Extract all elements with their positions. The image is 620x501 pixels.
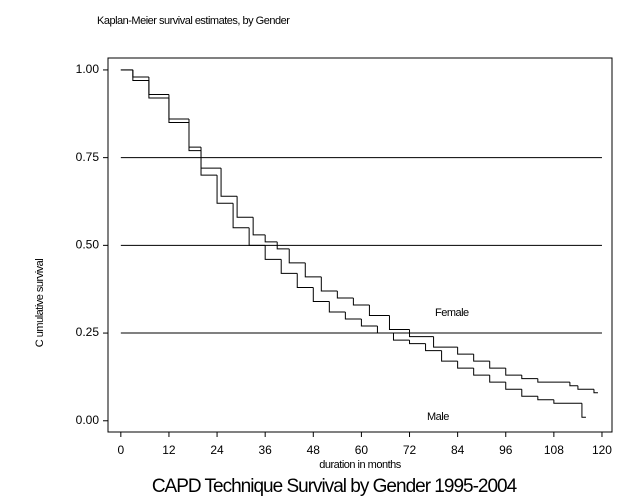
survival-step bbox=[320, 276, 338, 292]
survival-step bbox=[188, 122, 202, 152]
survival-step bbox=[521, 375, 538, 380]
survival-step bbox=[312, 287, 330, 302]
survival-step bbox=[505, 382, 522, 390]
survival-step bbox=[388, 315, 410, 331]
x-tick-label: 96 bbox=[499, 443, 513, 457]
x-tick-label: 24 bbox=[210, 443, 224, 457]
series-label: Female bbox=[435, 307, 469, 319]
survival-step bbox=[489, 361, 506, 369]
survival-step bbox=[168, 97, 189, 124]
survival-step bbox=[553, 399, 582, 404]
x-tick-label: 72 bbox=[403, 443, 417, 457]
y-tick-label: 0.75 bbox=[76, 150, 100, 164]
survival-step bbox=[248, 227, 266, 246]
survival-step bbox=[276, 241, 290, 250]
x-tick-label: 60 bbox=[355, 443, 369, 457]
survival-step bbox=[264, 234, 278, 243]
survival-step bbox=[232, 203, 250, 229]
x-tick-label: 48 bbox=[307, 443, 321, 457]
survival-step bbox=[252, 217, 266, 236]
x-axis-label: duration in months bbox=[319, 459, 401, 471]
survival-step bbox=[188, 119, 202, 148]
survival-step bbox=[505, 368, 522, 376]
survival-step bbox=[132, 69, 149, 81]
survival-step bbox=[569, 382, 578, 387]
survival-step bbox=[457, 347, 474, 355]
survival-step bbox=[537, 396, 554, 401]
survival-step bbox=[457, 361, 474, 369]
survival-step bbox=[473, 368, 490, 376]
survival-step bbox=[200, 150, 218, 176]
survival-step bbox=[328, 301, 346, 313]
survival-step bbox=[352, 297, 370, 306]
y-tick-label: 0.25 bbox=[76, 325, 100, 339]
survival-step bbox=[148, 80, 169, 99]
survival-step bbox=[220, 168, 238, 197]
survival-step bbox=[521, 389, 538, 397]
survival-step bbox=[336, 290, 354, 299]
x-tick-label: 36 bbox=[258, 443, 272, 457]
x-tick-label: 108 bbox=[544, 443, 564, 457]
survival-step bbox=[433, 336, 458, 348]
series-label: Male bbox=[427, 411, 449, 423]
survival-step bbox=[280, 259, 298, 274]
survival-step bbox=[537, 378, 570, 383]
survival-step bbox=[392, 333, 410, 341]
survival-step bbox=[132, 69, 149, 78]
x-tick-label: 12 bbox=[162, 443, 176, 457]
y-tick-label: 0.50 bbox=[76, 238, 100, 252]
x-tick-label: 120 bbox=[592, 443, 612, 457]
survival-step bbox=[344, 312, 362, 320]
x-tick-label: 84 bbox=[451, 443, 465, 457]
survival-step bbox=[409, 329, 434, 338]
survival-step bbox=[376, 326, 394, 334]
caption: CAPD Technique Survival by Gender 1995-2… bbox=[152, 476, 518, 497]
survival-step bbox=[473, 354, 490, 362]
y-axis-label: C umulative survival bbox=[34, 259, 46, 347]
survival-step bbox=[593, 389, 598, 394]
survival-step bbox=[148, 76, 169, 95]
survival-step bbox=[425, 343, 442, 352]
survival-step bbox=[216, 175, 234, 204]
survival-step bbox=[581, 403, 586, 418]
survival-step bbox=[360, 319, 378, 327]
survival-step bbox=[577, 385, 594, 390]
survival-step bbox=[304, 262, 322, 278]
survival-step bbox=[409, 340, 426, 345]
survival-step bbox=[441, 350, 458, 362]
chart-title: Kaplan-Meier survival estimates, by Gend… bbox=[97, 15, 290, 27]
survival-step bbox=[236, 196, 254, 218]
survival-step bbox=[296, 273, 314, 288]
survival-step bbox=[368, 304, 390, 317]
survival-step bbox=[264, 245, 282, 260]
y-tick-label: 1.00 bbox=[76, 62, 100, 76]
survival-step bbox=[489, 375, 506, 383]
x-tick-label: 0 bbox=[117, 443, 124, 457]
survival-step bbox=[168, 94, 189, 120]
survival-step bbox=[288, 248, 306, 264]
y-tick-label: 0.00 bbox=[76, 413, 100, 427]
